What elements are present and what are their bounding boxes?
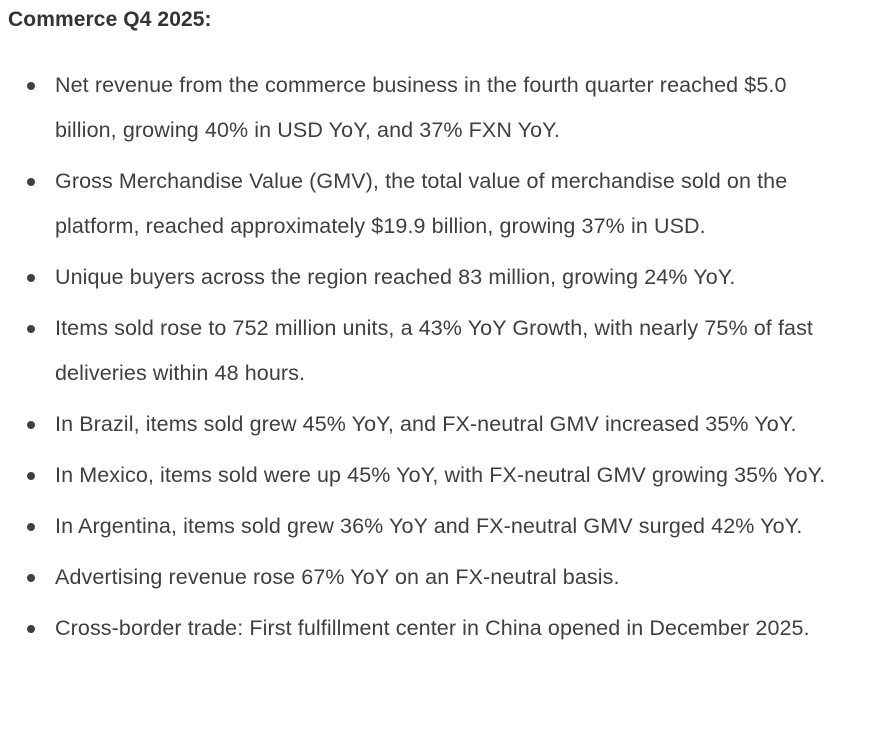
list-item-text: Gross Merchandise Value (GMV), the total… <box>55 169 788 238</box>
bullet-icon <box>27 625 35 633</box>
list-item-text: In Brazil, items sold grew 45% YoY, and … <box>55 412 797 436</box>
list-item-text: Net revenue from the commerce business i… <box>55 73 787 142</box>
section-title: Commerce Q4 2025: <box>8 8 212 31</box>
bullet-icon <box>27 82 35 90</box>
list-item-text: In Mexico, items sold were up 45% YoY, w… <box>55 463 826 487</box>
bullet-icon <box>27 472 35 480</box>
list-item: In Mexico, items sold were up 45% YoY, w… <box>27 453 846 498</box>
bullet-icon <box>27 178 35 186</box>
bullet-icon <box>27 574 35 582</box>
bullet-icon <box>27 325 35 333</box>
list-item-text: Items sold rose to 752 million units, a … <box>55 316 814 385</box>
bullet-icon <box>27 421 35 429</box>
list-item: Net revenue from the commerce business i… <box>27 63 846 153</box>
list-item-text: Unique buyers across the region reached … <box>55 265 736 289</box>
bullet-icon <box>27 523 35 531</box>
list-item-text: Advertising revenue rose 67% YoY on an F… <box>55 565 620 589</box>
list-item: In Brazil, items sold grew 45% YoY, and … <box>27 402 846 447</box>
list-item: Items sold rose to 752 million units, a … <box>27 306 846 396</box>
list-item: Advertising revenue rose 67% YoY on an F… <box>27 555 846 600</box>
highlights-list: Net revenue from the commerce business i… <box>8 63 846 651</box>
list-item: Gross Merchandise Value (GMV), the total… <box>27 159 846 249</box>
list-item-text: In Argentina, items sold grew 36% YoY an… <box>55 514 803 538</box>
list-item-text: Cross-border trade: First fulfillment ce… <box>55 616 810 640</box>
list-item: Cross-border trade: First fulfillment ce… <box>27 606 846 651</box>
list-item: Unique buyers across the region reached … <box>27 255 846 300</box>
bullet-icon <box>27 274 35 282</box>
list-item: In Argentina, items sold grew 36% YoY an… <box>27 504 846 549</box>
